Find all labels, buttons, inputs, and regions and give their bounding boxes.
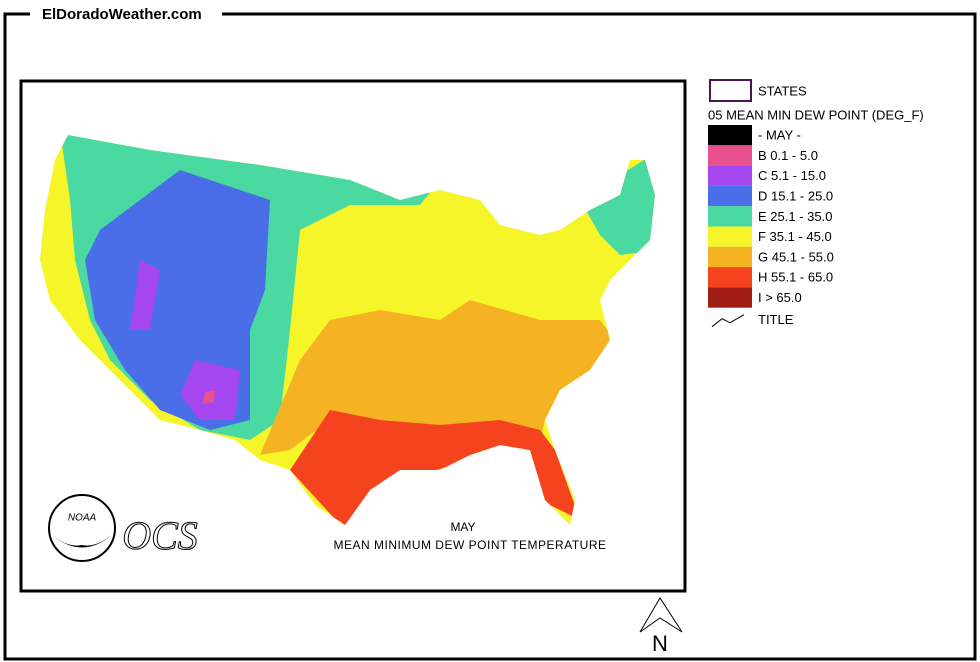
legend-items: - MAY - B 0.1 - 5.0 C 5.1 - 15.0 D 15.1 - 2…: [708, 125, 834, 308]
legend-label: F 35.1 - 45.0: [758, 229, 832, 244]
legend-swatch: [708, 267, 752, 288]
legend-label: G 45.1 - 55.0: [758, 249, 834, 264]
outer-frame: [3, 12, 977, 661]
north-arrow: [639, 597, 683, 633]
region-c2: [180, 360, 240, 420]
legend-swatch: [708, 246, 752, 268]
noaa-logo: [48, 494, 116, 562]
legend-title: 05 MEAN MIN DEW POINT (DEG_F): [708, 107, 924, 122]
title-backdrop: [30, 4, 222, 26]
legend-swatch: [708, 185, 752, 207]
region-d: [85, 170, 270, 430]
region-h: [290, 410, 580, 525]
legend-label: - MAY -: [758, 128, 801, 143]
noaa-bird: [52, 535, 112, 548]
map-caption: MEAN MINIMUM DEW POINT TEMPERATURE: [333, 538, 606, 552]
agency: OCS: [122, 513, 198, 558]
region-b: [203, 390, 215, 404]
legend-title-line: TITLE: [758, 312, 794, 327]
region-c: [130, 260, 160, 330]
legend-swatch: [708, 145, 752, 166]
states-swatch: [709, 79, 752, 102]
legend-label: B 0.1 - 5.0: [758, 148, 818, 163]
legend-swatch: [708, 226, 752, 247]
legend-swatch: [708, 125, 752, 146]
region-e-ne: [580, 150, 655, 255]
legend-states: STATES: [758, 83, 807, 98]
logo-text: NOAA: [68, 513, 97, 524]
legend-label: D 15.1 - 25.0: [758, 188, 833, 203]
title-line-icon: [711, 314, 745, 328]
legend-label: E 25.1 - 35.0: [758, 209, 832, 224]
dew-point-map: [40, 135, 655, 525]
legend-swatch: [708, 165, 752, 186]
compass-n: N: [652, 631, 668, 656]
legend-label: C 5.1 - 15.0: [758, 168, 826, 183]
legend-swatch: [708, 287, 752, 308]
site-title: ElDoradoWeather.com: [42, 6, 202, 23]
legend-label: I > 65.0: [758, 290, 802, 305]
legend-label: H 55.1 - 65.0: [758, 270, 833, 285]
map-month: MAY: [450, 520, 475, 534]
legend-swatch: [708, 206, 752, 227]
